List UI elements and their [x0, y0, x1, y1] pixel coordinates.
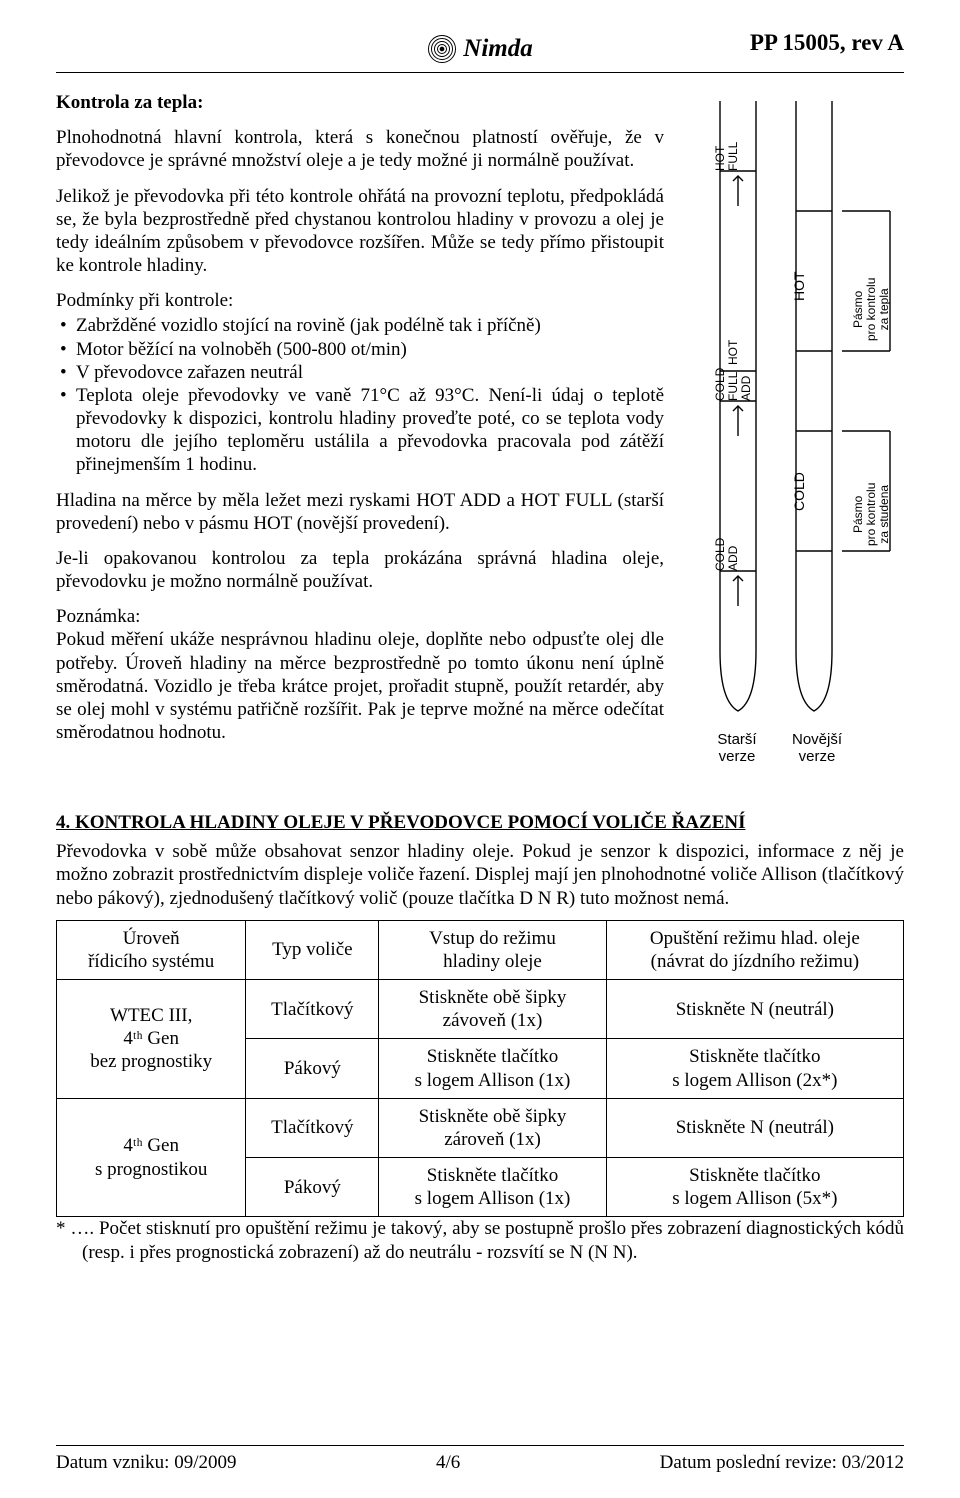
table-row: Úroveňřídicího systému Typ voliče Vstup …: [57, 920, 904, 979]
list-item: Zabržděné vozidlo stojící na rovině (jak…: [76, 314, 664, 337]
page-footer: Datum vzniku: 09/2009 4/6 Datum poslední…: [56, 1445, 904, 1474]
para-5: Pokud měření ukáže nesprávnou hladinu ol…: [56, 628, 664, 744]
para-4: Je-li opakovanou kontrolou za tepla prok…: [56, 547, 664, 593]
cell-system: WTEC III,4ᵗʰ Genbez prognostiky: [57, 980, 246, 1099]
section-4-title: 4. KONTROLA HLADINY OLEJE V PŘEVODOVCE P…: [56, 811, 904, 834]
label-cold-add: COLDADD: [714, 538, 740, 571]
section-4-intro: Převodovka v sobě může obsahovat senzor …: [56, 840, 904, 910]
logo-icon: [427, 34, 457, 64]
page-header: Nimda PP 15005, rev A: [56, 28, 904, 70]
para-1: Plnohodnotná hlavní kontrola, která s ko…: [56, 126, 664, 172]
label-hot: HOT: [792, 271, 807, 301]
note-title: Poznámka:: [56, 605, 664, 628]
label-cold-full-hot-add: COLDFULL HOTADD: [714, 340, 754, 401]
list-item: V převodovce zařazen neutrál: [76, 361, 664, 384]
para-3: Hladina na měrce by měla ležet mezi rysk…: [56, 489, 664, 535]
label-band-cold: Pásmo pro kontrolu za studena: [852, 483, 892, 546]
para-2: Jelikož je převodovka při této kontrole …: [56, 185, 664, 278]
dipstick-svg: [684, 91, 904, 791]
figure-column: HOTFULL COLDFULL HOTADD COLDADD HOT COLD…: [684, 91, 904, 791]
conditions-title: Podmínky při kontrole:: [56, 289, 664, 312]
text-column: Kontrola za tepla: Plnohodnotná hlavní k…: [56, 91, 664, 791]
list-item: Motor běžící na volnoběh (500-800 ot/min…: [76, 338, 664, 361]
brand-wrap: Nimda: [427, 34, 532, 64]
cell-enter: Stiskněte tlačítkos logem Allison (1x): [379, 1039, 606, 1098]
footer-rule: [56, 1445, 904, 1446]
dipstick-figure: HOTFULL COLDFULL HOTADD COLDADD HOT COLD…: [684, 91, 904, 791]
cell-exit: Stiskněte N (neutrál): [606, 980, 903, 1039]
cell-type: Pákový: [246, 1158, 379, 1217]
brand-text: Nimda: [463, 35, 532, 63]
footer-right: Datum poslední revize: 03/2012: [660, 1452, 904, 1474]
header-rule: [56, 72, 904, 73]
footer-left: Datum vzniku: 09/2009: [56, 1452, 236, 1474]
th-system: Úroveňřídicího systému: [57, 920, 246, 979]
label-band-hot: Pásmo pro kontrolu za tepla: [852, 278, 892, 341]
cell-enter: Stiskněte tlačítkos logem Allison (1x): [379, 1158, 606, 1217]
modes-table: Úroveňřídicího systému Typ voliče Vstup …: [56, 920, 904, 1218]
cell-type: Tlačítkový: [246, 1098, 379, 1157]
cell-type: Tlačítkový: [246, 980, 379, 1039]
label-hot-full: HOTFULL: [714, 142, 740, 171]
cell-exit: Stiskněte tlačítkos logem Allison (5x*): [606, 1158, 903, 1217]
table-row: 4ᵗʰ Gens prognostikou Tlačítkový Stiskně…: [57, 1098, 904, 1157]
table-footnote: * …. Počet stisknutí pro opuštění režimu…: [56, 1217, 904, 1263]
cell-enter: Stiskněte obě šipkyzávoveň (1x): [379, 980, 606, 1039]
label-cold: COLD: [792, 472, 807, 511]
caption-older: Staršíverze: [702, 731, 772, 766]
cell-system: 4ᵗʰ Gens prognostikou: [57, 1098, 246, 1217]
th-exit: Opuštění režimu hlad. oleje(návrat do jí…: [606, 920, 903, 979]
cell-enter: Stiskněte obě šipkyzároveň (1x): [379, 1098, 606, 1157]
cell-type: Pákový: [246, 1039, 379, 1098]
footer-center: 4/6: [436, 1452, 460, 1474]
caption-newer: Novějšíverze: [782, 731, 852, 766]
table-row: WTEC III,4ᵗʰ Genbez prognostiky Tlačítko…: [57, 980, 904, 1039]
th-type: Typ voliče: [246, 920, 379, 979]
section-4: 4. KONTROLA HLADINY OLEJE V PŘEVODOVCE P…: [56, 811, 904, 1264]
hot-check-heading: Kontrola za tepla:: [56, 91, 664, 114]
cell-exit: Stiskněte N (neutrál): [606, 1098, 903, 1157]
conditions-list: Zabržděné vozidlo stojící na rovině (jak…: [56, 314, 664, 476]
cell-exit: Stiskněte tlačítkos logem Allison (2x*): [606, 1039, 903, 1098]
list-item: Teplota oleje převodovky ve vaně 71°C až…: [76, 384, 664, 477]
th-enter: Vstup do režimuhladiny oleje: [379, 920, 606, 979]
doc-number: PP 15005, rev A: [750, 30, 904, 56]
